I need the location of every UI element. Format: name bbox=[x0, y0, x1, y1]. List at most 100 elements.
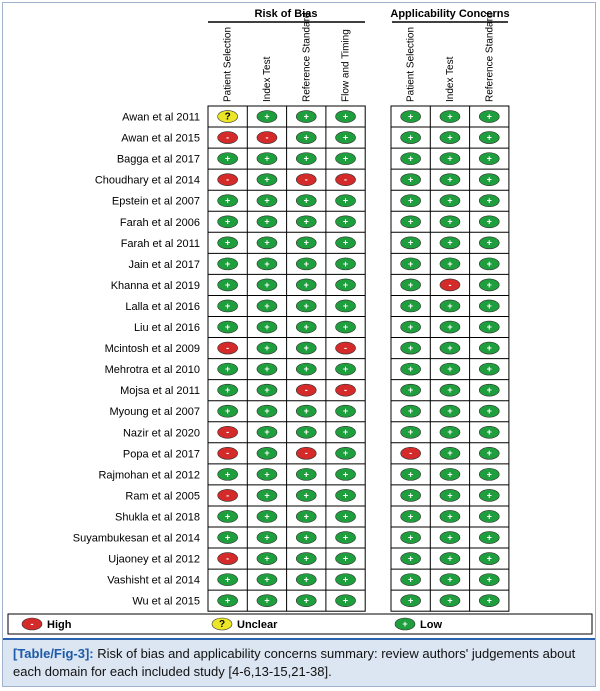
judgement-badge bbox=[439, 341, 461, 355]
judgement-symbol: + bbox=[343, 490, 348, 500]
judgement-badge bbox=[478, 510, 500, 523]
judgement-badge bbox=[295, 110, 317, 123]
judgement-badge bbox=[478, 404, 500, 418]
judgement-symbol: + bbox=[304, 575, 309, 585]
judgement-symbol: + bbox=[225, 364, 230, 374]
judgement-symbol: + bbox=[447, 196, 452, 206]
judgement-symbol: + bbox=[264, 596, 269, 606]
judgement-symbol: + bbox=[487, 217, 492, 227]
judgement-symbol: + bbox=[343, 553, 348, 563]
judgement-symbol: + bbox=[408, 364, 413, 374]
judgement-badge bbox=[478, 594, 500, 607]
judgement-badge bbox=[295, 531, 317, 544]
judgement-symbol: + bbox=[304, 596, 309, 606]
judgement-badge bbox=[295, 468, 317, 481]
judgement-symbol: + bbox=[264, 575, 269, 585]
judgement-badge bbox=[295, 194, 317, 208]
judgement-symbol: + bbox=[447, 553, 452, 563]
judgement-badge bbox=[439, 152, 461, 165]
judgement-symbol: + bbox=[487, 259, 492, 269]
judgement-symbol: + bbox=[408, 196, 413, 206]
judgement-badge bbox=[439, 594, 461, 607]
judgement-symbol: + bbox=[447, 406, 452, 416]
judgement-symbol: ? bbox=[219, 619, 225, 630]
caption-text: Risk of bias and applicability concerns … bbox=[13, 646, 576, 679]
judgement-symbol: - bbox=[265, 132, 268, 142]
judgement-symbol: + bbox=[487, 511, 492, 521]
judgement-symbol: + bbox=[487, 406, 492, 416]
judgement-symbol: + bbox=[343, 406, 348, 416]
judgement-badge bbox=[400, 468, 421, 481]
judgement-symbol: + bbox=[408, 322, 413, 332]
judgement-symbol: + bbox=[487, 111, 492, 121]
judgement-symbol: + bbox=[408, 280, 413, 290]
judgement-badge bbox=[256, 152, 278, 165]
judgement-symbol: + bbox=[487, 322, 492, 332]
judgement-symbol: - bbox=[344, 343, 347, 353]
judgement-badge bbox=[439, 215, 461, 229]
judgement-badge bbox=[295, 278, 317, 292]
judgement-badge bbox=[295, 383, 317, 397]
judgement-symbol: + bbox=[408, 385, 413, 395]
judgement-badge bbox=[295, 594, 317, 607]
judgement-badge bbox=[335, 257, 356, 271]
study-label: Bagga et al 2017 bbox=[117, 154, 200, 166]
judgement-symbol: + bbox=[487, 596, 492, 606]
judgement-badge bbox=[295, 131, 317, 144]
judgement-badge bbox=[439, 173, 461, 186]
judgement-symbol: + bbox=[487, 553, 492, 563]
study-label: Choudhary et al 2014 bbox=[95, 175, 200, 187]
judgement-symbol: + bbox=[487, 154, 492, 164]
judgement-symbol: + bbox=[447, 175, 452, 185]
caption: [Table/Fig-3]: Risk of bias and applicab… bbox=[3, 638, 595, 686]
judgement-badge bbox=[478, 447, 500, 460]
judgement-symbol: + bbox=[408, 553, 413, 563]
judgement-badge bbox=[439, 131, 461, 144]
judgement-badge bbox=[335, 152, 356, 165]
judgement-symbol: + bbox=[264, 553, 269, 563]
judgement-badge bbox=[400, 110, 421, 123]
judgement-symbol: + bbox=[487, 175, 492, 185]
judgement-symbol: + bbox=[264, 343, 269, 353]
judgement-symbol: + bbox=[264, 322, 269, 332]
study-label: Myoung et al 2007 bbox=[109, 406, 200, 418]
judgement-badge bbox=[256, 447, 278, 460]
judgement-symbol: + bbox=[408, 238, 413, 248]
judgement-badge bbox=[439, 404, 461, 418]
judgement-symbol: + bbox=[225, 280, 230, 290]
judgement-badge bbox=[335, 531, 356, 544]
judgement-symbol: + bbox=[487, 364, 492, 374]
judgement-badge bbox=[217, 278, 238, 292]
judgement-badge bbox=[295, 447, 317, 460]
judgement-badge bbox=[256, 362, 278, 376]
judgement-symbol: - bbox=[226, 175, 229, 185]
judgement-badge bbox=[256, 173, 278, 186]
judgement-badge bbox=[478, 552, 500, 565]
judgement-symbol: + bbox=[225, 238, 230, 248]
judgement-symbol: + bbox=[447, 469, 452, 479]
judgement-badge bbox=[211, 617, 233, 631]
judgement-symbol: - bbox=[226, 553, 229, 563]
judgement-badge bbox=[335, 468, 356, 481]
judgement-badge bbox=[217, 573, 238, 586]
judgement-symbol: + bbox=[487, 575, 492, 585]
judgement-symbol: + bbox=[447, 322, 452, 332]
judgement-symbol: + bbox=[343, 259, 348, 269]
judgement-badge bbox=[439, 510, 461, 523]
judgement-badge bbox=[439, 573, 461, 586]
judgement-symbol: + bbox=[447, 132, 452, 142]
judgement-badge bbox=[295, 299, 317, 313]
judgement-badge bbox=[256, 552, 278, 565]
judgement-symbol: + bbox=[264, 427, 269, 437]
judgement-badge bbox=[217, 173, 238, 186]
judgement-badge bbox=[256, 320, 278, 334]
study-label: Epstein et al 2007 bbox=[112, 196, 200, 208]
study-label: Farah et al 2006 bbox=[120, 217, 200, 229]
judgement-badge bbox=[21, 617, 43, 631]
judgement-symbol: + bbox=[343, 575, 348, 585]
judgement-symbol: + bbox=[487, 196, 492, 206]
judgement-badge bbox=[335, 215, 356, 229]
judgement-badge bbox=[335, 341, 356, 355]
judgement-badge bbox=[217, 404, 238, 418]
